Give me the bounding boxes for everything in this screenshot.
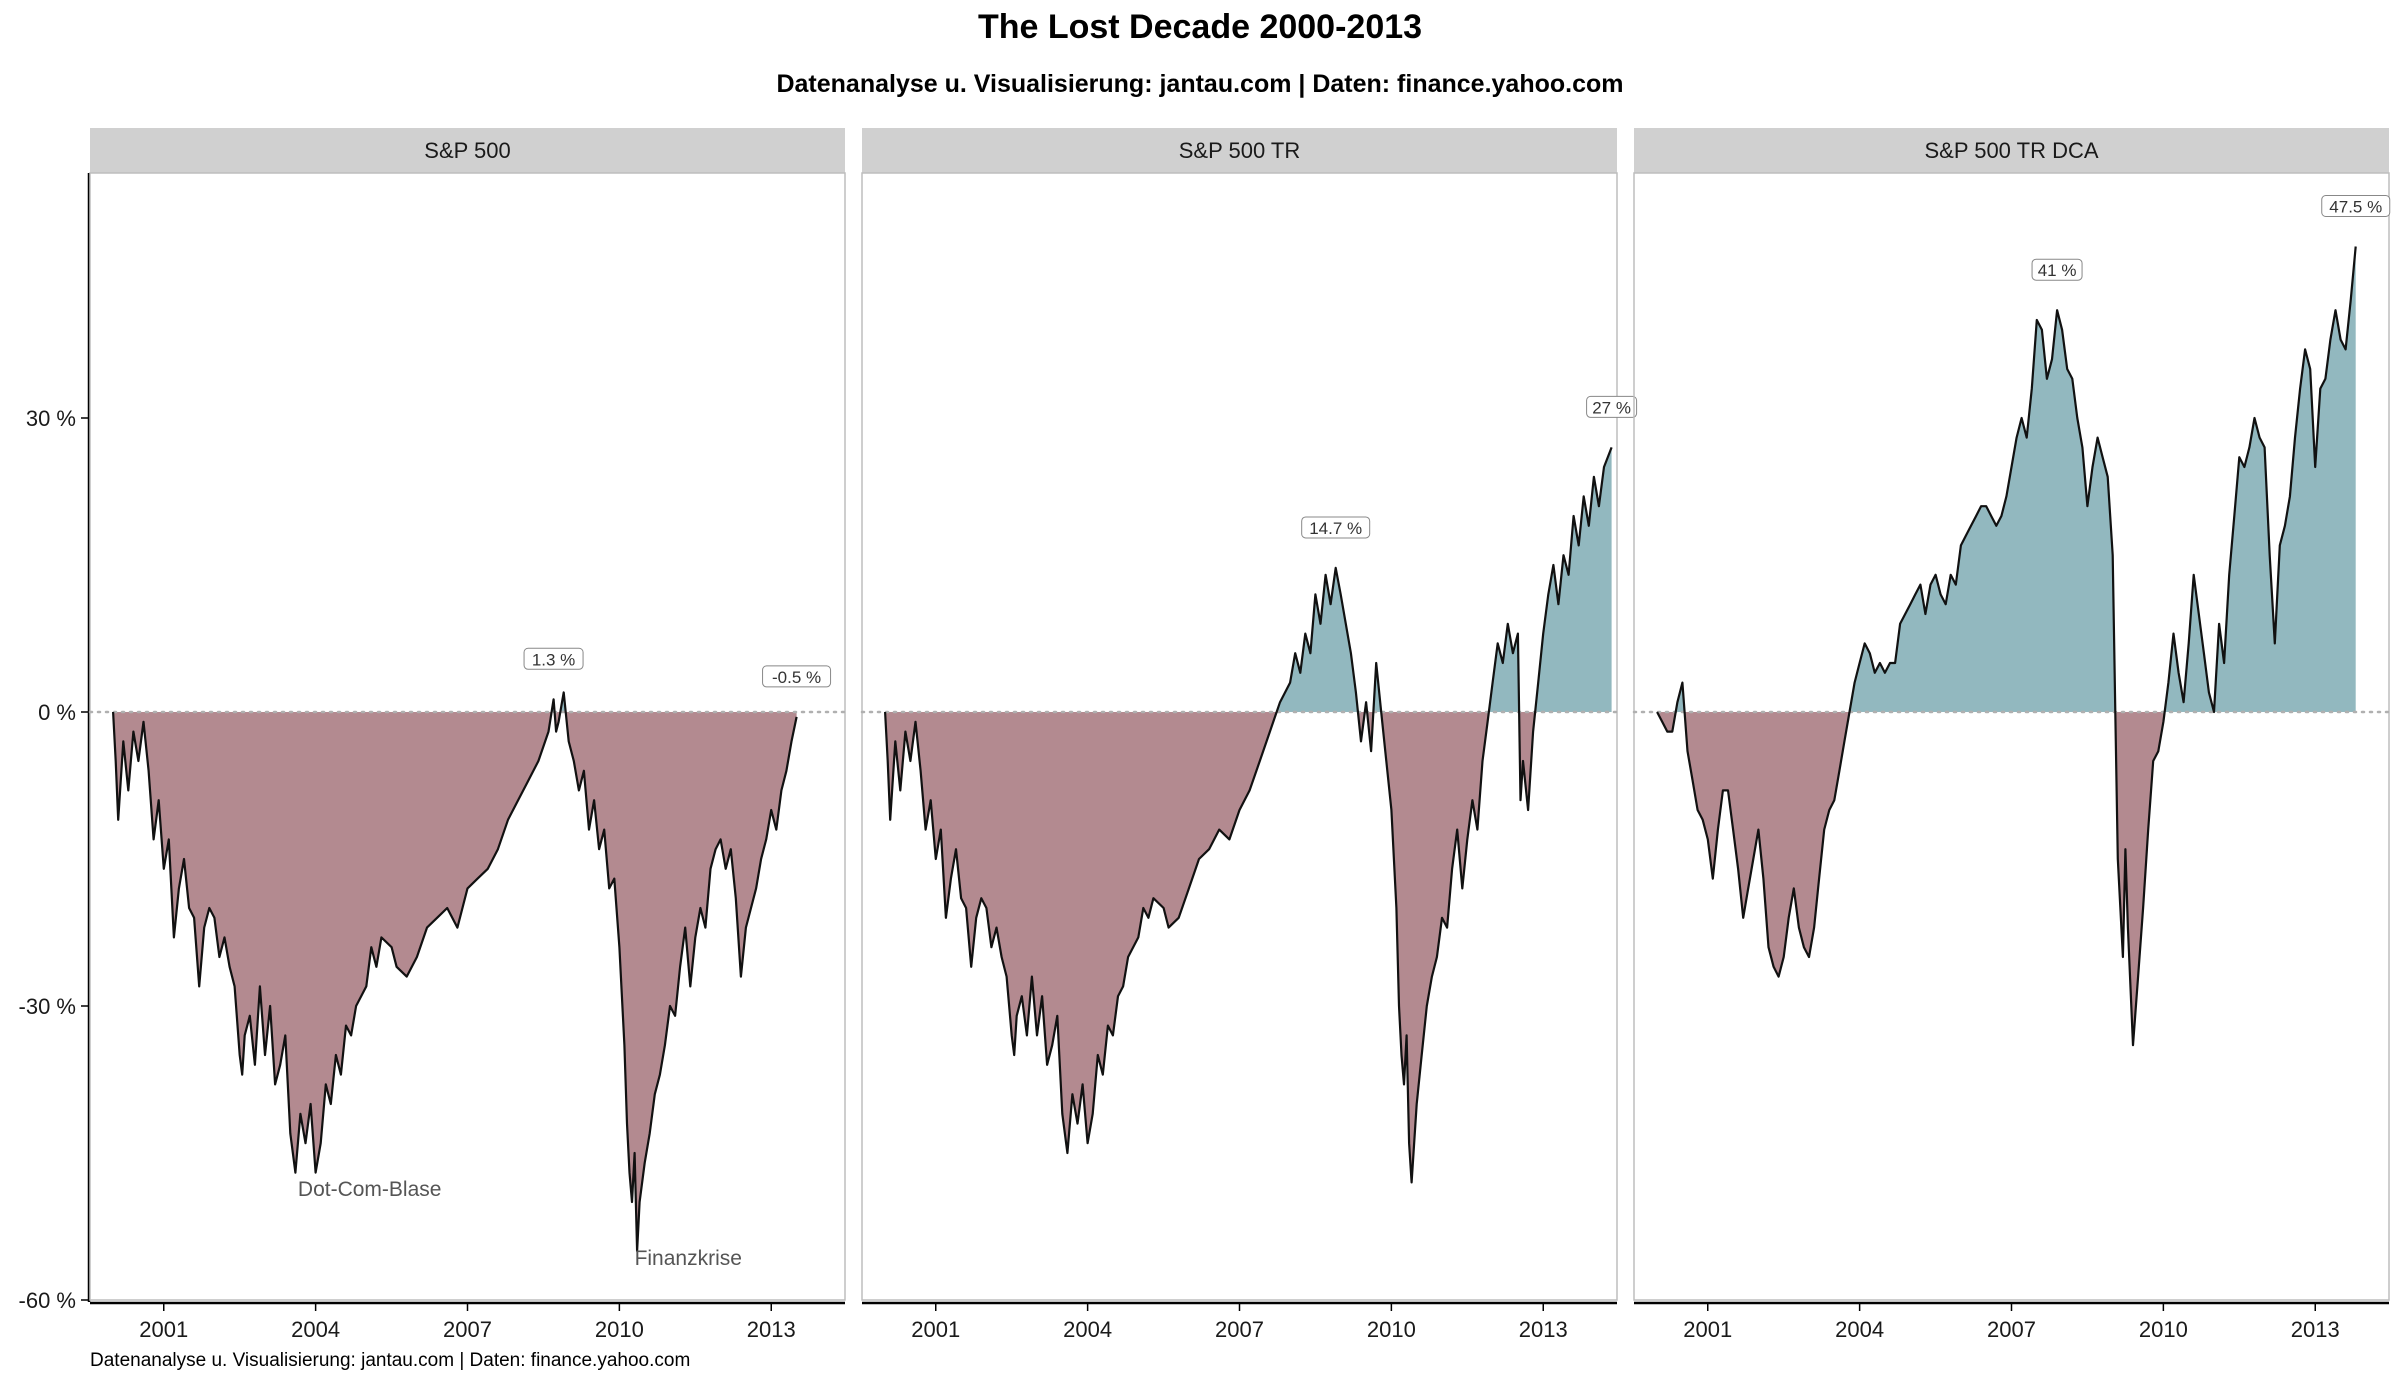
y-axis: -60 % -30 % 0 % 30 % — [19, 173, 91, 1313]
x-tick-label: 2013 — [1519, 1317, 1568, 1342]
x-tick-label: 2004 — [1063, 1317, 1112, 1342]
peak-label-box — [523, 647, 584, 670]
x-tick-label: 2010 — [1367, 1317, 1416, 1342]
x-tick-label: 2004 — [291, 1317, 340, 1342]
panel-1: S&P 500 2001 2004 2007 2010 2013 Dot-Com-Blase… — [88, 128, 847, 1342]
x-tick-label: 2004 — [1835, 1317, 1884, 1342]
peak-label: 41 % — [2038, 261, 2077, 280]
peak-label-box — [762, 665, 832, 688]
series-line — [884, 447, 1613, 1184]
x-tick-label: 2007 — [1987, 1317, 2036, 1342]
chart-caption: Datenanalyse u. Visualisierung: jantau.c… — [90, 1350, 691, 1371]
peak-label: 47.5 % — [2329, 198, 2382, 217]
peak-label: -0.5 % — [772, 668, 821, 687]
panel-strip-label: S&P 500 TR DCA — [1924, 138, 2098, 163]
panel-strip — [90, 128, 845, 173]
peak-label-box — [2031, 258, 2083, 281]
y-tick-label: -60 % — [19, 1288, 76, 1313]
y-tick-label: -30 % — [19, 994, 76, 1019]
x-tick-label: 2007 — [443, 1317, 492, 1342]
y-tick-label: 0 % — [38, 700, 76, 725]
negative-area — [1657, 712, 2356, 1046]
chart-title: The Lost Decade 2000-2013 — [977, 8, 1423, 46]
panel-frame — [1633, 172, 2390, 1301]
peak-label: 14.7 % — [1309, 519, 1362, 538]
peak-label: 27 % — [1592, 398, 1631, 417]
x-tick-label: 2013 — [747, 1317, 796, 1342]
x-tick-label: 2013 — [2291, 1317, 2340, 1342]
panel-strip-label: S&P 500 TR — [1179, 138, 1300, 163]
panel-3: S&P 500 TR DCA 2001 2004 2007 2010 2013 41 % 47… — [1632, 128, 2391, 1342]
panel-frame — [861, 172, 1618, 1301]
x-tick-label: 2001 — [1683, 1317, 1732, 1342]
peak-label-box — [1301, 516, 1371, 539]
panel-strip — [862, 128, 1617, 173]
peak-label: 1.3 % — [532, 650, 575, 669]
annotation-label: Dot-Com-Blase — [298, 1178, 442, 1201]
panel-frame — [89, 172, 846, 1301]
x-tick-label: 2001 — [911, 1317, 960, 1342]
negative-area — [885, 712, 1612, 1183]
panel-strip-label: S&P 500 — [424, 138, 510, 163]
peak-label-box — [2321, 195, 2391, 217]
x-tick-label: 2010 — [2139, 1317, 2188, 1342]
annotation-label: Finanzkrise — [635, 1247, 742, 1270]
chart-subtitle: Datenanalyse u. Visualisierung: jantau.c… — [776, 70, 1624, 98]
negative-area — [113, 712, 797, 1251]
series-line — [112, 691, 798, 1253]
series-line — [1656, 246, 2357, 1047]
panel-2: S&P 500 TR 2001 2004 2007 2010 2013 14.7 % 27 % — [860, 128, 1638, 1342]
x-tick-label: 2001 — [139, 1317, 188, 1342]
peak-label-box — [1586, 395, 1638, 418]
x-tick-label: 2010 — [595, 1317, 644, 1342]
x-tick-label: 2007 — [1215, 1317, 1264, 1342]
y-tick-label: 30 % — [26, 406, 76, 431]
panel-strip — [1634, 128, 2389, 173]
positive-area — [1657, 246, 2356, 712]
chart-panels: S&P 500 2001 2004 2007 2010 2013 Dot-Com-Blase… — [88, 128, 2391, 1342]
